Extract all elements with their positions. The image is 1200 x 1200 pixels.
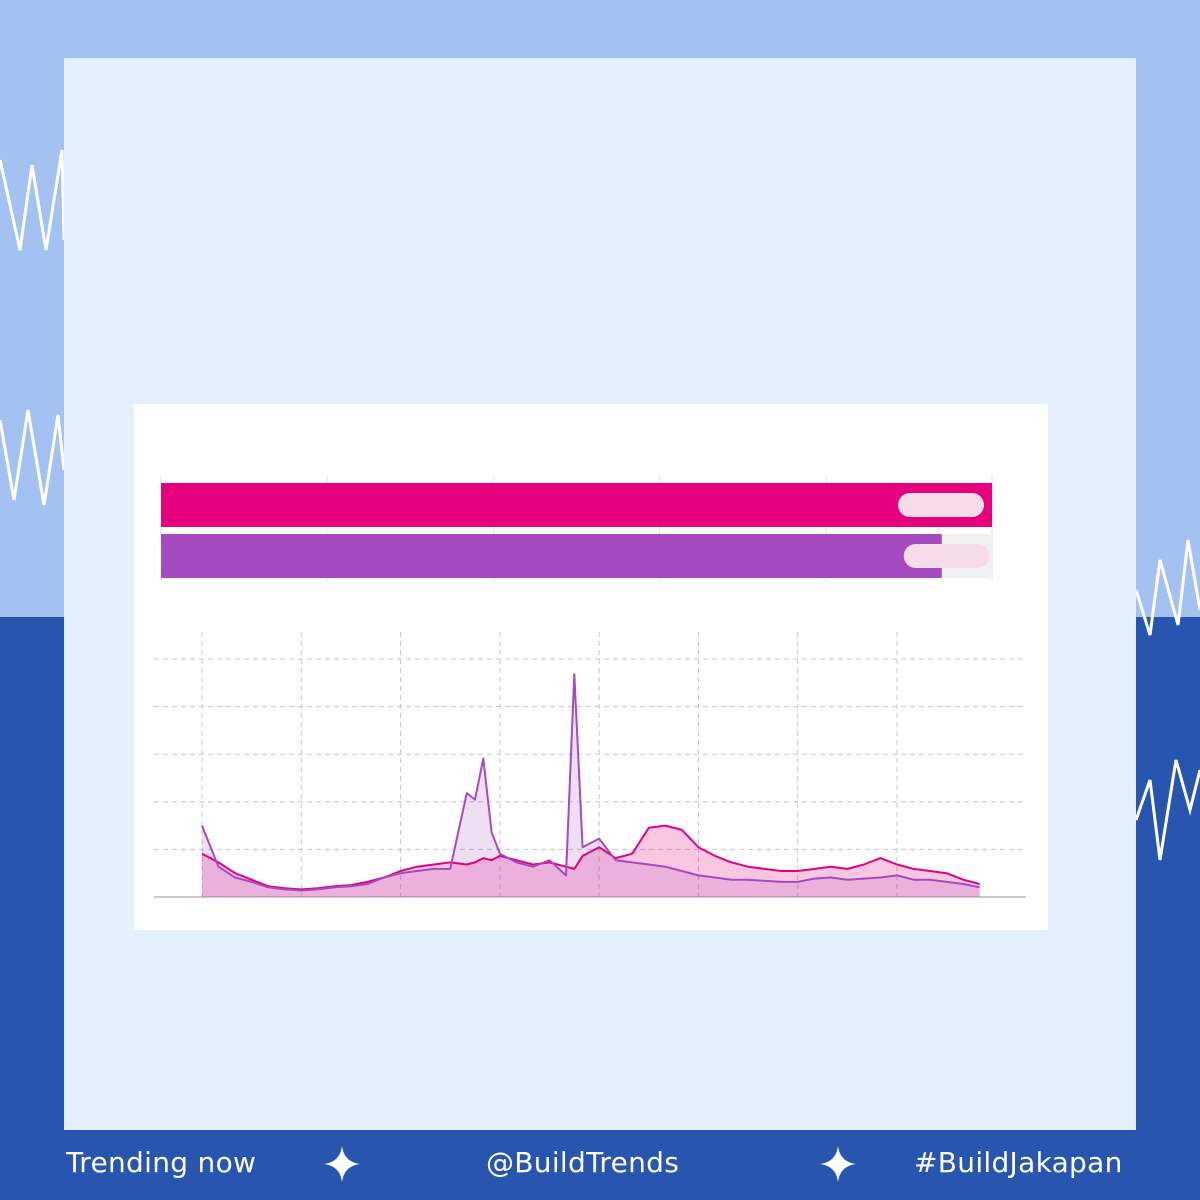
bar-chart — [160, 476, 993, 582]
series-2-area — [202, 674, 980, 897]
bar-value-badge — [903, 544, 990, 568]
bar-1 — [161, 483, 992, 527]
series-2-line — [201, 673, 980, 892]
bar-value-badge — [898, 493, 984, 517]
footer-bar: Trending now @BuildTrends #BuildJakapan — [0, 1130, 1200, 1200]
bar-2 — [161, 534, 942, 578]
sparkle-icon — [820, 1146, 856, 1182]
footer-left-text: Trending now — [66, 1146, 257, 1179]
chart-card — [134, 404, 1048, 930]
footer-right-text: #BuildJakapan — [914, 1146, 1123, 1179]
area-chart — [154, 632, 1026, 898]
sparkle-icon — [324, 1146, 360, 1182]
footer-center-text: @BuildTrends — [486, 1146, 680, 1179]
series-1-area — [202, 825, 980, 897]
series-1-line — [201, 824, 980, 891]
